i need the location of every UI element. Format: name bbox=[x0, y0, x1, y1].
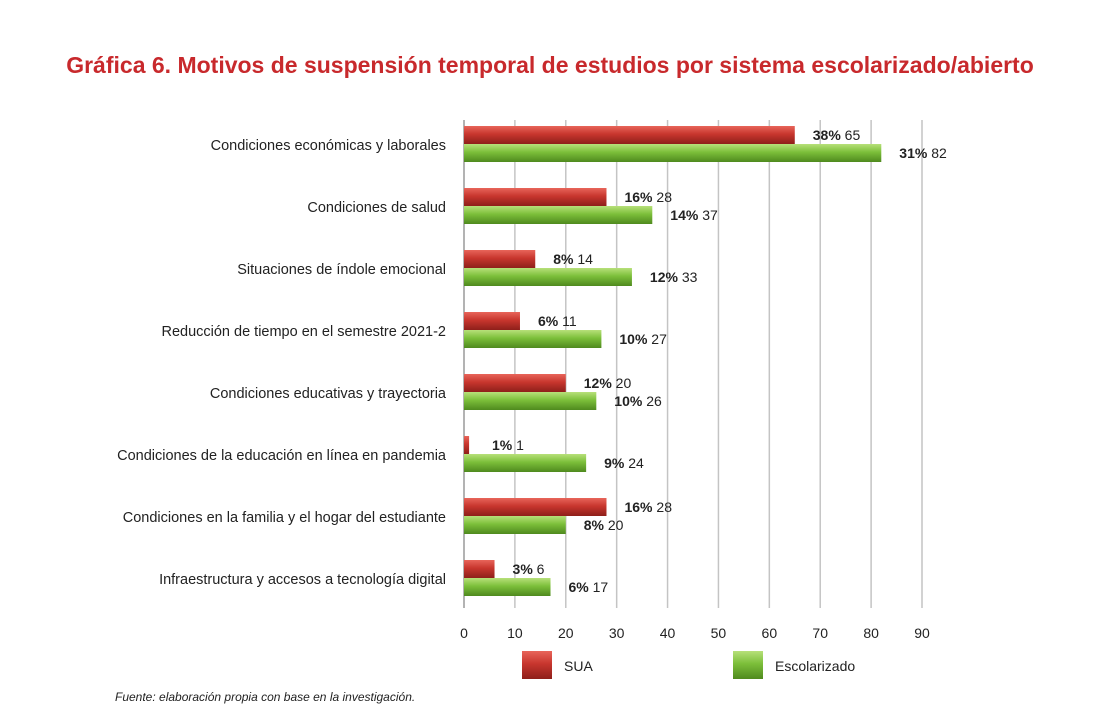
data-label: 14% 37 bbox=[670, 207, 718, 223]
data-label: 3% 6 bbox=[513, 561, 545, 577]
bar-escolarizado bbox=[464, 578, 551, 596]
bar-escolarizado bbox=[464, 454, 587, 472]
data-label: 31% 82 bbox=[899, 145, 947, 161]
bar-sua bbox=[464, 498, 607, 516]
data-label: 16% 28 bbox=[624, 499, 672, 515]
bar-sua bbox=[464, 374, 566, 392]
bar-sua bbox=[464, 560, 495, 578]
data-label: 10% 26 bbox=[614, 393, 662, 409]
legend-swatch-sua bbox=[522, 651, 552, 679]
bar-escolarizado bbox=[464, 392, 597, 410]
category-label: Condiciones económicas y laborales bbox=[211, 138, 446, 154]
bars bbox=[464, 126, 882, 596]
bar-sua bbox=[464, 250, 536, 268]
data-label: 6% 17 bbox=[569, 579, 609, 595]
bar-sua bbox=[464, 436, 470, 454]
x-tick-label: 30 bbox=[609, 625, 625, 641]
legend: SUA Escolarizado bbox=[522, 651, 855, 679]
data-label: 12% 20 bbox=[584, 375, 632, 391]
legend-label: Escolarizado bbox=[775, 658, 855, 674]
data-label: 8% 14 bbox=[553, 251, 593, 267]
source-note: Fuente: elaboración propia con base en l… bbox=[115, 690, 416, 704]
data-label: 16% 28 bbox=[624, 189, 672, 205]
category-label: Condiciones de salud bbox=[307, 200, 446, 216]
legend-label: SUA bbox=[564, 658, 593, 674]
data-label: 38% 65 bbox=[813, 127, 861, 143]
bar-escolarizado bbox=[464, 330, 602, 348]
data-label: 12% 33 bbox=[650, 269, 698, 285]
bar-escolarizado bbox=[464, 144, 882, 162]
category-label: Condiciones en la familia y el hogar del… bbox=[123, 510, 446, 526]
legend-swatch-escolarizado bbox=[733, 651, 763, 679]
data-label: 8% 20 bbox=[584, 517, 624, 533]
x-tick-label: 40 bbox=[660, 625, 676, 641]
bar-escolarizado bbox=[464, 516, 566, 534]
data-label: 1% 1 bbox=[492, 437, 524, 453]
bar-escolarizado bbox=[464, 206, 653, 224]
x-tick-label: 20 bbox=[558, 625, 574, 641]
category-label: Infraestructura y accesos a tecnología d… bbox=[159, 572, 446, 588]
x-tick-label: 0 bbox=[460, 625, 468, 641]
data-label: 9% 24 bbox=[604, 455, 644, 471]
bar-sua bbox=[464, 188, 607, 206]
x-tick-label: 80 bbox=[863, 625, 879, 641]
labels: 0 10 20 30 40 50 60 70 80 90 Condiciones económica… bbox=[117, 127, 947, 641]
bar-escolarizado bbox=[464, 268, 632, 286]
category-label: Situaciones de índole emocional bbox=[237, 262, 446, 278]
category-label: Condiciones de la educación en línea en … bbox=[117, 448, 447, 464]
x-tick-label: 10 bbox=[507, 625, 523, 641]
category-label: Condiciones educativas y trayectoria bbox=[210, 386, 447, 402]
bar-sua bbox=[464, 312, 520, 330]
x-tick-label: 50 bbox=[711, 625, 727, 641]
data-label: 10% 27 bbox=[619, 331, 667, 347]
x-tick-label: 70 bbox=[812, 625, 828, 641]
x-tick-label: 90 bbox=[914, 625, 930, 641]
x-tick-label: 60 bbox=[762, 625, 778, 641]
bar-sua bbox=[464, 126, 795, 144]
data-label: 6% 11 bbox=[538, 313, 577, 329]
category-label: Reducción de tiempo en el semestre 2021-… bbox=[161, 324, 446, 340]
chart-title: Gráfica 6. Motivos de suspensión tempora… bbox=[66, 52, 1034, 78]
